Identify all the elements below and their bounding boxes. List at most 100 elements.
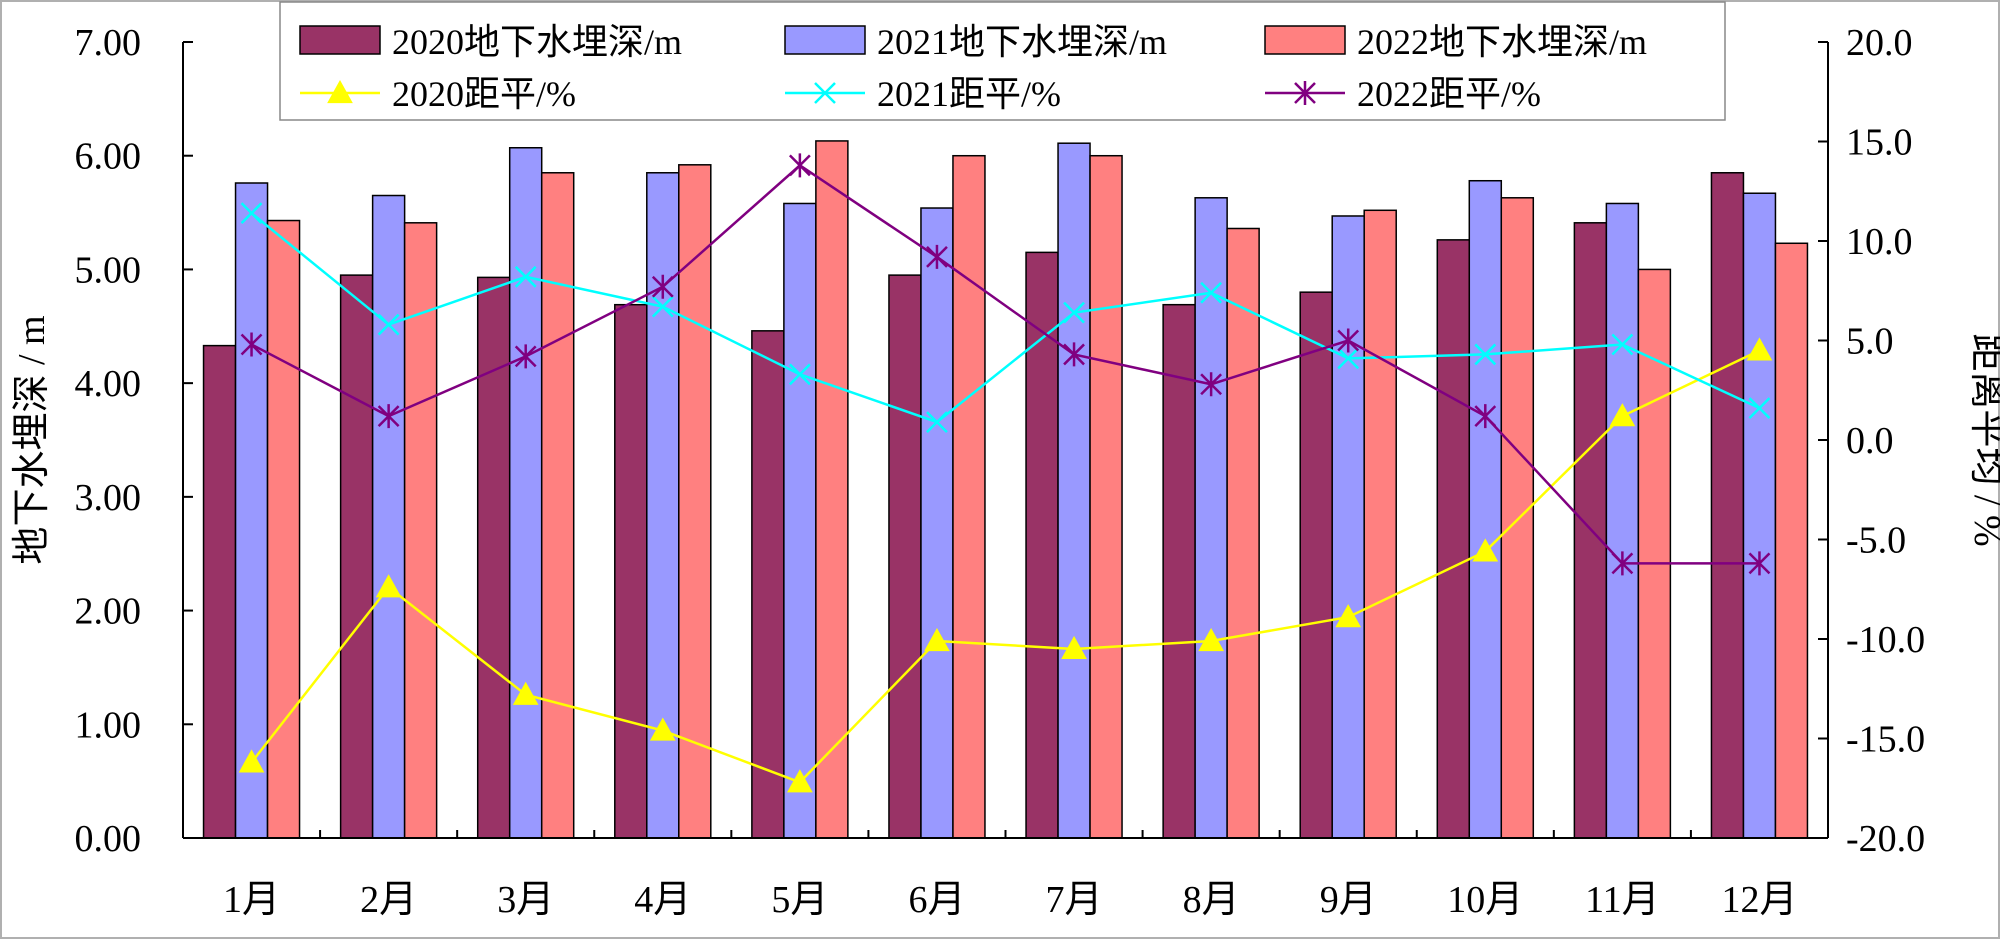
line-2-point-5 bbox=[788, 363, 811, 386]
bar-2-8 bbox=[1194, 197, 1228, 839]
bar-1-3 bbox=[476, 276, 511, 839]
x-tick-label-3: 3月 bbox=[497, 879, 554, 921]
y-tick-label-8: 7.00 bbox=[75, 22, 142, 64]
line-3-point-11 bbox=[1611, 551, 1634, 576]
line-3-point-7 bbox=[1063, 342, 1085, 367]
bar-3-12 bbox=[1774, 242, 1809, 839]
bar-1-6 bbox=[888, 274, 922, 839]
x-tick-label-7: 7月 bbox=[1046, 879, 1103, 921]
bar-3-9 bbox=[1363, 209, 1397, 839]
line-1-point-6 bbox=[924, 627, 950, 652]
legend-label-line-2: 2021距平/% bbox=[877, 74, 1061, 114]
x-tick-label-11: 11月 bbox=[1585, 879, 1660, 921]
line-3 bbox=[250, 163, 1760, 565]
line-2-point-1 bbox=[240, 202, 263, 225]
y2-axis-title: 距离平均 / % bbox=[1966, 333, 2000, 546]
legend-swatch-bar-2 bbox=[784, 25, 866, 55]
bar-2-10 bbox=[1468, 179, 1503, 839]
line-1-point-4 bbox=[649, 717, 676, 741]
y-tick-label-1: 0.00 bbox=[75, 818, 142, 860]
y2-tick-label-8: 15.0 bbox=[1846, 122, 1913, 164]
bar-2-5 bbox=[783, 202, 817, 839]
line-1-point-12 bbox=[1746, 337, 1773, 361]
bar-1-12 bbox=[1710, 172, 1745, 839]
y2-tick-label-1: -20.0 bbox=[1846, 818, 1925, 860]
bar-1-8 bbox=[1162, 303, 1196, 839]
line-3-point-5 bbox=[788, 153, 811, 178]
legend-label-bar-1: 2020地下水埋深/m bbox=[392, 22, 682, 62]
line-2-point-2 bbox=[377, 313, 400, 336]
line-2-point-6 bbox=[926, 411, 948, 433]
x-tick-label-12: 12月 bbox=[1721, 879, 1797, 921]
y2-tick-label-2: -15.0 bbox=[1846, 719, 1925, 761]
bar-1-4 bbox=[614, 303, 648, 839]
line-1-point-10 bbox=[1472, 538, 1499, 562]
bar-3-2 bbox=[403, 222, 438, 839]
line-1-point-2 bbox=[375, 574, 402, 598]
y2-tick-label-5: 0.0 bbox=[1846, 420, 1894, 462]
y2-tick-label-9: 20.0 bbox=[1846, 22, 1913, 64]
y-tick-label-7: 6.00 bbox=[75, 136, 142, 178]
bar-3-8 bbox=[1226, 227, 1260, 839]
bar-2-12 bbox=[1742, 192, 1777, 839]
bar-2-9 bbox=[1331, 215, 1365, 839]
y2-tick-label-7: 10.0 bbox=[1846, 221, 1913, 263]
axes: 0.00 1.00 2.00 3.00 4.00 5.00 6.00 7.00 -20.0 -15… bbox=[11, 22, 2000, 921]
y-axis-title: 地下水埋深 / m bbox=[11, 315, 53, 564]
line-3-point-9 bbox=[1337, 328, 1360, 353]
line-2-point-7 bbox=[1063, 301, 1085, 324]
bar-3-5 bbox=[815, 140, 849, 839]
y2-tick-label-4: -5.0 bbox=[1846, 520, 1906, 562]
legend-label-bar-3: 2022地下水埋深/m bbox=[1357, 22, 1647, 62]
x-tick-label-5: 5月 bbox=[771, 879, 828, 921]
line-1-point-7 bbox=[1061, 635, 1087, 660]
legend-label-line-1: 2020距平/% bbox=[392, 74, 576, 114]
y-tick-label-5: 4.00 bbox=[75, 363, 142, 405]
bar-3-10 bbox=[1500, 197, 1535, 839]
bar-3-1 bbox=[266, 219, 301, 839]
x-tick-label-9: 9月 bbox=[1320, 879, 1377, 921]
line-3-point-12 bbox=[1748, 551, 1771, 576]
line-3-point-8 bbox=[1200, 372, 1223, 397]
line-2-point-3 bbox=[514, 265, 537, 288]
y-tick-label-3: 2.00 bbox=[75, 591, 142, 633]
bar-2-11 bbox=[1605, 202, 1640, 839]
legend-marker-line-3 bbox=[1294, 81, 1316, 105]
legend-swatch-bar-1 bbox=[299, 25, 381, 55]
legend-marker-line-1 bbox=[327, 79, 353, 104]
bar-1-1 bbox=[202, 344, 237, 839]
line-2-point-11 bbox=[1611, 333, 1634, 356]
bar-3-7 bbox=[1089, 154, 1123, 839]
legend-label-bar-2: 2021地下水埋深/m bbox=[877, 22, 1167, 62]
bar-3-3 bbox=[540, 172, 575, 839]
x-tick-label-2: 2月 bbox=[360, 879, 417, 921]
line-2-point-12 bbox=[1748, 397, 1771, 420]
line-3-point-1 bbox=[240, 332, 263, 357]
y-tick-label-2: 1.00 bbox=[75, 704, 142, 746]
bar-2-7 bbox=[1057, 142, 1091, 839]
plot-area bbox=[202, 140, 1809, 839]
bar-1-9 bbox=[1299, 291, 1333, 839]
legend: 2020地下水埋深/m 2021地下水埋深/m 2022地下水埋深/m 2020距平/… bbox=[279, 1, 1726, 121]
x-tick-label-4: 4月 bbox=[634, 879, 691, 921]
bar-1-2 bbox=[339, 274, 374, 839]
line-2-point-10 bbox=[1474, 343, 1497, 366]
bar-2-6 bbox=[920, 207, 954, 839]
x-tick-label-6: 6月 bbox=[908, 879, 965, 921]
x-tick-label-10: 10月 bbox=[1447, 879, 1523, 921]
y2-tick-label-6: 5.0 bbox=[1846, 321, 1894, 363]
bar-2-2 bbox=[371, 194, 406, 839]
x-tick-label-8: 8月 bbox=[1183, 879, 1240, 921]
legend-label-line-3: 2022距平/% bbox=[1357, 74, 1541, 114]
line-1-point-8 bbox=[1198, 627, 1224, 652]
bar-2-3 bbox=[508, 147, 543, 839]
line-1-point-3 bbox=[512, 681, 539, 705]
line-1-point-1 bbox=[238, 749, 265, 773]
legend-swatch-bar-3 bbox=[1264, 25, 1346, 55]
line-1-point-11 bbox=[1609, 403, 1636, 427]
y-tick-label-4: 3.00 bbox=[75, 477, 142, 519]
x-tick-label-1: 1月 bbox=[223, 879, 280, 921]
bar-2-1 bbox=[234, 182, 269, 839]
